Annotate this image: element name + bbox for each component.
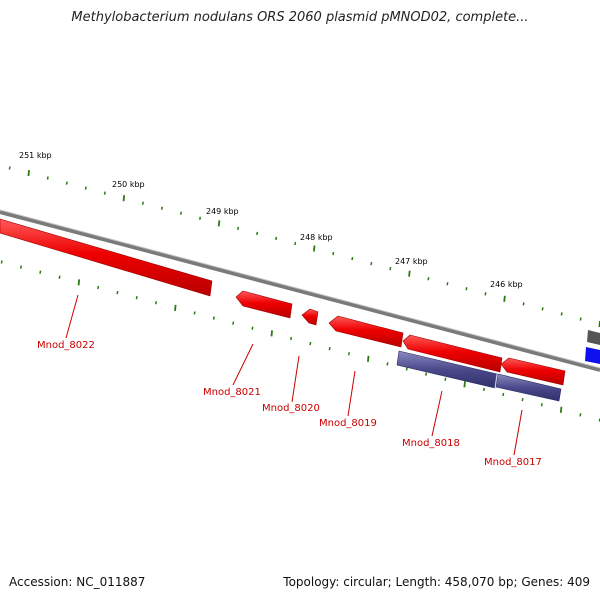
minor-tick [212, 316, 215, 320]
kbp-label: 247 kbp [395, 257, 428, 266]
kbp-label: 246 kbp [490, 280, 523, 289]
minor-tick [579, 317, 582, 321]
major-tick [77, 279, 81, 286]
minor-tick [237, 226, 240, 231]
minor-tick [502, 392, 505, 397]
major-tick [463, 381, 466, 388]
kbp-label: 248 kbp [300, 233, 333, 242]
minor-tick [154, 301, 158, 305]
major-tick [408, 270, 411, 277]
minor-tick [275, 236, 278, 241]
minor-tick [541, 307, 544, 311]
feature-track [396, 350, 562, 402]
minor-tick [141, 201, 144, 205]
minor-tick [309, 341, 312, 346]
tick-marks-inner [0, 260, 600, 422]
major-tick [217, 220, 221, 227]
map-title: Methylobacterium nodulans ORS 2060 plasm… [71, 10, 529, 25]
minor-tick [389, 266, 392, 271]
feature-block[interactable] [495, 373, 562, 402]
minor-tick [160, 206, 163, 210]
gene-label[interactable]: Mnod_8017 [484, 457, 542, 468]
minor-tick [232, 321, 235, 325]
gene-leader-lines [65, 294, 523, 456]
major-tick [270, 330, 273, 337]
feature-block[interactable] [585, 347, 600, 364]
minor-tick [540, 403, 543, 407]
minor-tick [19, 265, 23, 269]
major-tick [559, 406, 563, 413]
minor-tick [351, 256, 354, 261]
minor-tick [579, 413, 582, 417]
minor-tick [328, 346, 331, 351]
gene-arrow-mnod-8019[interactable] [328, 315, 404, 348]
tick-marks-outer [8, 166, 600, 328]
minor-tick [444, 377, 447, 381]
minor-tick [198, 216, 202, 220]
gene-arrow-mnod-8018[interactable] [402, 334, 503, 373]
minor-tick [347, 352, 350, 356]
minor-tick [46, 176, 49, 180]
major-tick [27, 169, 30, 177]
minor-tick [58, 275, 61, 279]
minor-tick [84, 186, 87, 190]
gene-label[interactable]: Mnod_8020 [262, 403, 320, 414]
minor-tick [332, 251, 335, 256]
minor-tick [256, 231, 259, 236]
minor-tick [405, 367, 408, 371]
minor-tick [8, 166, 11, 170]
kbp-label: 249 kbp [206, 207, 239, 216]
minor-tick [103, 191, 106, 195]
minor-tick [522, 302, 525, 306]
gene-arrow-mnod-8021[interactable] [235, 290, 293, 319]
major-tick [313, 245, 316, 252]
kbp-labels: 251 kbp 250 kbp 249 kbp 248 kbp 247 kbp … [19, 151, 523, 289]
gene-arrow-mnod-8022[interactable] [0, 218, 213, 297]
minor-tick [135, 296, 138, 300]
minor-tick [446, 282, 449, 286]
kbp-label: 251 kbp [19, 151, 52, 160]
minor-tick [427, 277, 430, 281]
kbp-label: 250 kbp [112, 180, 145, 189]
major-tick [503, 295, 506, 302]
major-tick [367, 355, 370, 362]
gene-label[interactable]: Mnod_8022 [37, 340, 95, 351]
gene-label[interactable]: Mnod_8021 [203, 387, 261, 398]
minor-tick [290, 336, 293, 341]
minor-tick [521, 397, 524, 402]
edge-features [585, 330, 600, 364]
minor-tick [193, 311, 196, 315]
cds-arrows [0, 218, 566, 386]
minor-tick [65, 181, 68, 185]
minor-tick [386, 362, 389, 366]
minor-tick [39, 270, 42, 274]
minor-tick [482, 387, 485, 392]
minor-tick [465, 287, 468, 291]
major-tick [174, 304, 177, 311]
minor-tick [116, 290, 119, 295]
major-tick [122, 195, 126, 202]
minor-tick [370, 261, 373, 266]
minor-tick [294, 241, 297, 246]
gene-label[interactable]: Mnod_8018 [402, 438, 460, 449]
accession-label: Accession: NC_011887 [9, 575, 146, 589]
minor-tick [97, 285, 100, 290]
minor-tick [425, 372, 428, 376]
minor-tick [251, 326, 254, 330]
minor-tick [179, 211, 183, 215]
feature-block[interactable] [587, 330, 600, 345]
topology-summary: Topology: circular; Length: 458,070 bp; … [283, 575, 590, 589]
backbone-ring [0, 209, 600, 372]
minor-tick [0, 260, 3, 264]
gene-arrow-mnod-8017[interactable] [500, 357, 566, 386]
minor-tick [484, 292, 487, 296]
gene-labels: Mnod_8022 Mnod_8021 Mnod_8020 Mnod_8019 … [37, 340, 542, 468]
gene-label[interactable]: Mnod_8019 [319, 418, 377, 429]
gene-arrow-mnod-8020[interactable] [301, 308, 319, 326]
minor-tick [560, 312, 563, 316]
